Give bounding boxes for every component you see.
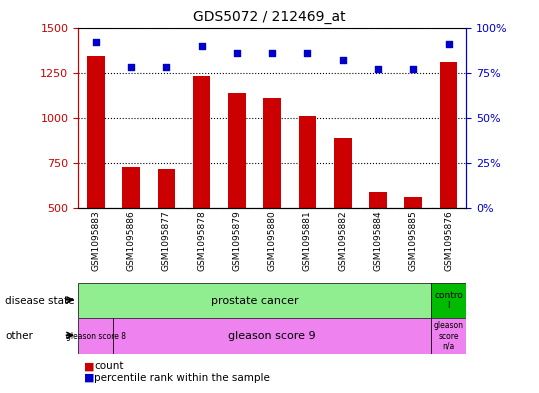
Point — [127, 64, 135, 70]
Point — [409, 66, 418, 72]
Text: GSM1095881: GSM1095881 — [303, 211, 312, 271]
Text: GSM1095876: GSM1095876 — [444, 211, 453, 271]
Bar — [193, 76, 210, 299]
Bar — [87, 57, 105, 299]
Text: GSM1095880: GSM1095880 — [268, 211, 277, 271]
Text: gleason score 8: gleason score 8 — [66, 332, 126, 340]
Text: disease state: disease state — [5, 296, 75, 306]
Text: GSM1095879: GSM1095879 — [232, 211, 241, 271]
Point — [162, 64, 171, 70]
Bar — [431, 283, 466, 318]
Point — [303, 50, 312, 56]
Text: gleason score 9: gleason score 9 — [229, 331, 316, 341]
Text: contro
l: contro l — [434, 291, 463, 310]
Bar — [113, 318, 431, 354]
Text: GSM1095877: GSM1095877 — [162, 211, 171, 271]
Text: gleason
score
n/a: gleason score n/a — [433, 321, 464, 351]
Bar — [157, 169, 175, 299]
Point — [197, 42, 206, 49]
Point — [92, 39, 100, 45]
Text: ■: ■ — [84, 373, 94, 383]
Bar — [404, 197, 422, 299]
Point — [268, 50, 277, 56]
Bar — [228, 93, 246, 299]
Text: GSM1095886: GSM1095886 — [127, 211, 136, 271]
Point — [444, 40, 453, 47]
Text: GSM1095878: GSM1095878 — [197, 211, 206, 271]
Text: GDS5072 / 212469_at: GDS5072 / 212469_at — [193, 10, 346, 24]
Point — [233, 50, 241, 56]
Bar — [431, 318, 466, 354]
Text: GSM1095882: GSM1095882 — [338, 211, 347, 271]
Text: prostate cancer: prostate cancer — [211, 296, 299, 306]
Bar — [440, 62, 458, 299]
Text: GSM1095883: GSM1095883 — [91, 211, 100, 271]
Bar — [122, 167, 140, 299]
Bar — [334, 138, 351, 299]
Text: percentile rank within the sample: percentile rank within the sample — [94, 373, 270, 383]
Point — [374, 66, 382, 72]
Text: other: other — [5, 331, 33, 341]
Text: GSM1095885: GSM1095885 — [409, 211, 418, 271]
Text: GSM1095884: GSM1095884 — [374, 211, 383, 271]
Text: ■: ■ — [84, 361, 94, 371]
Point — [338, 57, 347, 63]
Bar — [369, 192, 387, 299]
Bar — [299, 116, 316, 299]
Text: count: count — [94, 361, 124, 371]
Bar — [78, 318, 113, 354]
Bar — [264, 98, 281, 299]
